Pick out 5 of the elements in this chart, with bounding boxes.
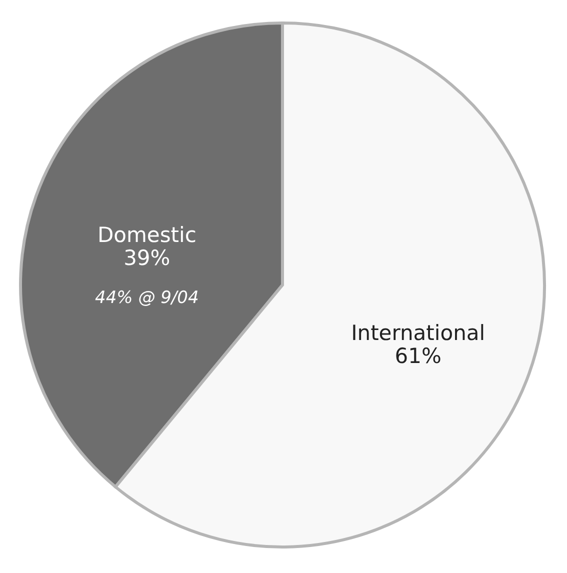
slice-label: International [351,320,486,345]
data-label: 39% [124,246,170,270]
slice-label: Domestic [97,223,196,248]
text: 44% @ 9/04 [95,288,199,308]
data-label: 61% [394,344,442,368]
